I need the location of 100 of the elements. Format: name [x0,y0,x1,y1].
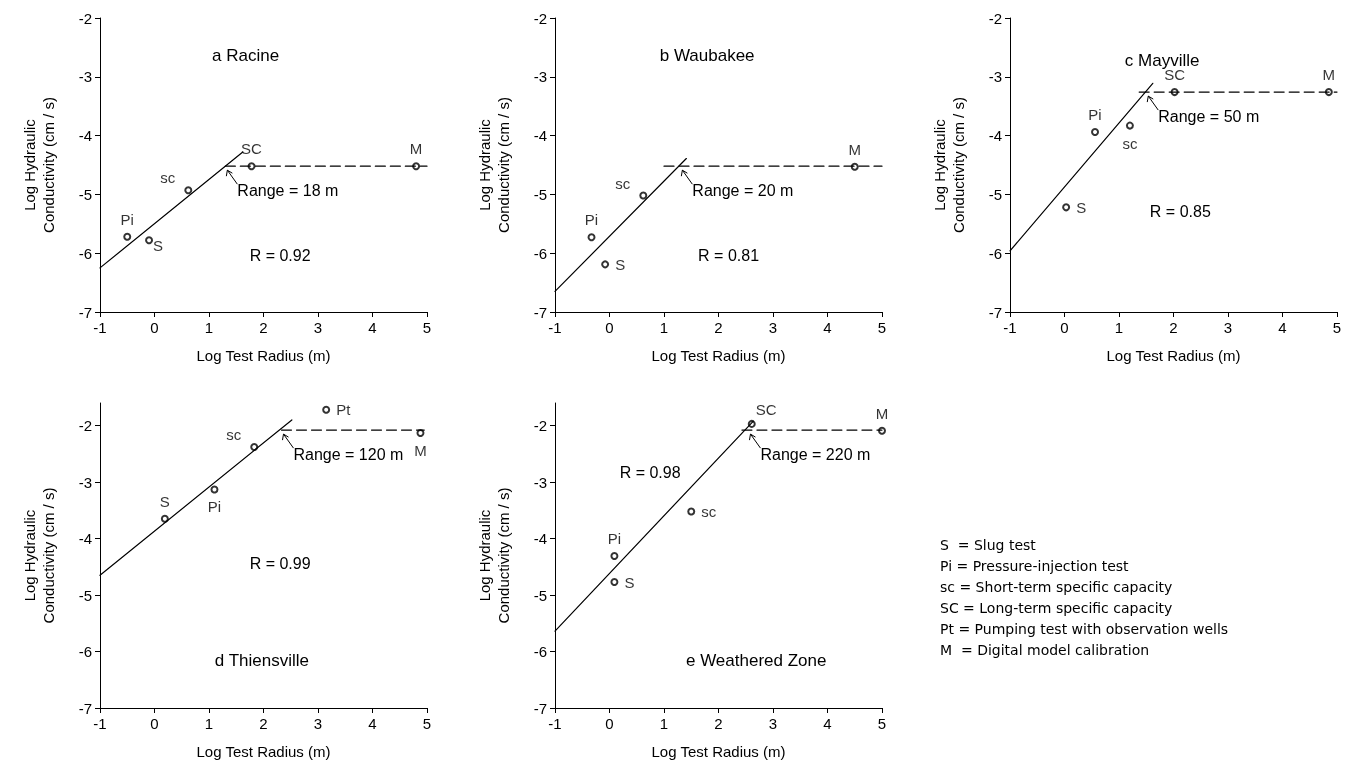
annotation: R = 0.98 [619,463,681,481]
text: e Weathered Zone [685,651,827,670]
series-label: M [409,140,423,158]
x-tick-label: -1 [93,715,107,732]
annotation: R = 0.92 [249,246,311,264]
x-axis-title: Log Test Radius (m) [196,743,331,760]
y-tick-label: -5 [533,185,547,203]
y-tick-label: -3 [78,68,92,86]
series-label: M [1322,66,1336,84]
annotation: R = 0.81 [698,246,760,264]
y-tick-label: -7 [533,303,547,321]
y-tick-label: -6 [988,244,1002,262]
text: a Racine [212,45,280,65]
y-tick-label: -2 [988,9,1002,27]
series-label: sc [615,174,631,192]
x-tick-label: 0 [605,319,614,336]
text: SC = Long-term specific capacity [940,600,1173,616]
series-label: M [848,140,861,158]
x-tick-label: 1 [1114,319,1124,336]
x-tick-label: -1 [548,319,562,336]
y-axis-title: Log Hydraulic Conductivity (cm / s) [476,97,512,233]
series-label: S [153,237,164,255]
point [160,514,169,523]
text: b Waubakee [659,45,755,65]
x-axis-title: Log Test Radius (m) [196,347,331,364]
y-axis-title: Log Hydraulic Conductivity (cm / s) [21,487,57,624]
y-tick-label: -6 [78,244,92,262]
y-tick-label: -4 [533,127,547,145]
series-label: sc [226,426,242,444]
point [247,162,256,171]
x-tick-label: 5 [422,715,432,732]
y-tick-label: -5 [533,586,547,604]
y-tick-label: -7 [78,303,92,321]
series-label: sc [1122,134,1138,152]
y-tick-label: -3 [78,473,92,491]
x-tick-label: 3 [1223,319,1233,336]
x-axis-title: Log Test Radius (m) [651,743,786,760]
series-label: Pi [207,498,222,516]
x-tick-label: 2 [1169,319,1178,336]
y-axis-title: Log Hydraulic Conductivity (cm / s) [21,97,57,233]
series-label: S [615,255,626,273]
text: Pt = Pumping test with observation wells [940,621,1229,637]
point [1091,128,1100,137]
annotation: R = 0.85 [1149,202,1211,220]
point [639,191,648,200]
annotation: Range = 120 m [293,445,404,463]
text: d Thiensville [214,651,310,670]
point [1125,121,1134,130]
y-tick-label: -3 [533,473,547,491]
y-tick-label: -6 [78,643,92,661]
text: c Mayville [1124,51,1200,71]
x-tick-label: -1 [1003,319,1017,336]
series-label: Pt [336,401,352,419]
annotation: Range = 18 m [237,181,339,199]
y-tick-label: -7 [533,699,547,717]
series-label: sc [701,502,717,520]
text: M = Digital model calibration [940,642,1150,658]
y-axis-title: Log Hydraulic Conductivity (cm / s) [931,97,967,233]
annotation: Range = 20 m [692,181,794,199]
x-tick-label: 5 [877,319,887,336]
x-tick-label: 0 [150,715,159,732]
y-tick-label: -3 [988,68,1002,86]
x-tick-label: -1 [548,715,562,732]
x-tick-label: 4 [368,715,377,732]
x-axis-title: Log Test Radius (m) [1106,347,1241,364]
x-tick-label: 1 [204,319,214,336]
x-tick-label: 1 [659,319,669,336]
x-tick-label: 2 [714,319,723,336]
y-tick-label: -7 [78,699,92,717]
x-tick-label: 4 [368,319,377,336]
x-tick-label: 3 [313,319,323,336]
point [184,186,193,195]
series-label: SC [755,400,777,418]
x-tick-label: 1 [204,715,214,732]
point [1062,203,1071,212]
x-tick-label: 5 [877,715,887,732]
annotation: Range = 50 m [1158,107,1260,125]
y-tick-label: -4 [78,127,92,145]
x-tick-label: -1 [93,319,107,336]
text: S = Slug test [940,537,1036,553]
x-tick-label: 0 [605,715,614,732]
point [210,485,219,494]
series-label: M [875,404,889,422]
y-tick-label: -7 [988,303,1002,321]
y-tick-label: -4 [533,530,547,548]
y-tick-label: -4 [988,127,1002,145]
y-tick-label: -2 [533,417,547,435]
series-label: S [624,573,635,591]
annotation: R = 0.99 [249,555,311,572]
y-tick-label: -2 [78,9,92,27]
series-label: SC [241,140,263,158]
x-tick-label: 5 [1332,319,1342,336]
y-tick-label: -5 [78,586,92,604]
x-tick-label: 0 [150,319,159,336]
series-label: M [414,441,427,459]
point [610,552,619,561]
point [601,260,610,269]
point [145,236,154,245]
point [587,233,596,242]
x-tick-label: 3 [768,319,778,336]
